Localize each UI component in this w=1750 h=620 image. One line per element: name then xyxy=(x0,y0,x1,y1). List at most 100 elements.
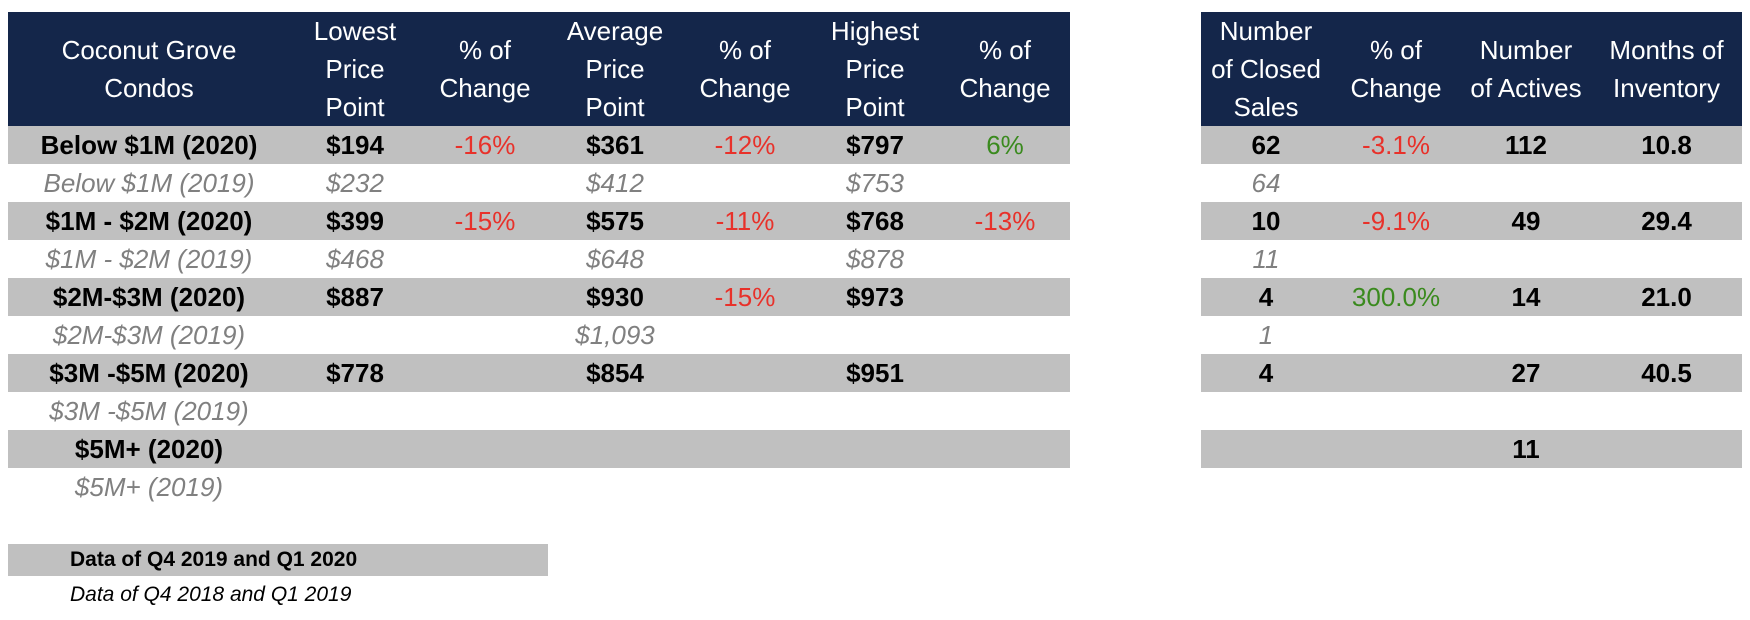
table-cell xyxy=(420,164,550,202)
table-cell: 21.0 xyxy=(1641,281,1692,312)
table-row: $2M-$3M (2020) $887 $930 -15% $973 xyxy=(8,278,1070,316)
table-cell: -13% xyxy=(974,205,1036,236)
table-cell xyxy=(940,278,1070,316)
table-cell: 11 xyxy=(1252,243,1280,274)
sales-table: Number of Closed Sales % of Change Numbe… xyxy=(1201,12,1742,468)
table-cell xyxy=(810,316,940,354)
table-row: Below $1M (2019) $232 $412 $753 xyxy=(8,164,1070,202)
table-row: 4 27 40.5 xyxy=(1201,354,1742,392)
table-cell xyxy=(940,316,1070,354)
price-table: Coconut Grove Condos Lowest Price Point … xyxy=(8,12,1070,506)
table-cell: -15% xyxy=(454,205,516,236)
table-cell: $753 xyxy=(846,167,904,198)
legend: Data of Q4 2019 and Q1 2020 Data of Q4 2… xyxy=(8,544,548,614)
legend-current-period: Data of Q4 2019 and Q1 2020 xyxy=(8,544,548,576)
table-cell xyxy=(810,392,940,430)
table-cell xyxy=(1591,316,1742,354)
table-row: 11 xyxy=(1201,240,1742,278)
table-cell: $399 xyxy=(326,205,384,236)
table-cell: $1,093 xyxy=(575,319,655,350)
table-cell xyxy=(680,240,810,278)
table-cell: $194 xyxy=(326,129,384,160)
table-row: 4 300.0% 14 21.0 xyxy=(1201,278,1742,316)
table-cell xyxy=(680,316,810,354)
table-cell: $1M - $2M (2019) xyxy=(45,243,253,274)
table-cell: $2M-$3M (2020) xyxy=(52,281,246,312)
table-cell: $930 xyxy=(586,281,644,312)
header-months-inventory: Months of Inventory xyxy=(1609,35,1724,103)
table-cell xyxy=(680,164,810,202)
header-closed-sales: Number of Closed Sales xyxy=(1211,16,1321,122)
table-cell xyxy=(810,468,940,506)
table-row: $3M -$5M (2020) $778 $854 $951 xyxy=(8,354,1070,392)
table-cell: 11 xyxy=(1512,433,1540,464)
table-cell: 112 xyxy=(1505,129,1547,160)
sales-table-header: Number of Closed Sales % of Change Numbe… xyxy=(1201,12,1742,126)
header-actives: Number of Actives xyxy=(1470,35,1582,103)
table-cell: 29.4 xyxy=(1641,205,1692,236)
table-row: $2M-$3M (2019) $1,093 xyxy=(8,316,1070,354)
table-row: 11 xyxy=(1201,430,1742,468)
price-table-body: Below $1M (2020) $194 -16% $361 -12% $797 6% Be… xyxy=(8,126,1070,506)
table-cell xyxy=(420,392,550,430)
table-cell: 40.5 xyxy=(1641,357,1692,388)
table-cell xyxy=(1331,392,1461,430)
table-cell xyxy=(940,392,1070,430)
price-table-header: Coconut Grove Condos Lowest Price Point … xyxy=(8,12,1070,126)
table-cell: 27 xyxy=(1511,357,1541,388)
table-cell xyxy=(1331,430,1461,468)
table-cell: -11% xyxy=(715,205,775,236)
table-cell xyxy=(420,354,550,392)
table-row: 10 -9.1% 49 29.4 xyxy=(1201,202,1742,240)
table-row: Below $1M (2020) $194 -16% $361 -12% $797 6% xyxy=(8,126,1070,164)
table-cell: $768 xyxy=(846,205,904,236)
header-highest-change: % of Change xyxy=(959,35,1051,103)
table-row: 64 xyxy=(1201,164,1742,202)
table-cell xyxy=(550,392,680,430)
table-cell: $778 xyxy=(326,357,384,388)
table-cell xyxy=(1591,430,1742,468)
table-cell: 6% xyxy=(986,129,1024,160)
table-row: 1 xyxy=(1201,316,1742,354)
header-lowest-change: % of Change xyxy=(439,35,531,103)
table-cell xyxy=(1201,392,1331,430)
table-cell: $951 xyxy=(846,357,904,388)
table-cell: $878 xyxy=(846,243,904,274)
table-cell: 62 xyxy=(1251,129,1281,160)
table-cell: 14 xyxy=(1511,281,1541,312)
table-cell: $973 xyxy=(846,281,904,312)
table-cell xyxy=(290,392,420,430)
table-cell xyxy=(940,468,1070,506)
table-cell xyxy=(420,468,550,506)
table-row: 62 -3.1% 112 10.8 xyxy=(1201,126,1742,164)
header-average-change: % of Change xyxy=(699,35,791,103)
table-cell xyxy=(290,468,420,506)
table-cell xyxy=(420,240,550,278)
table-cell: $468 xyxy=(326,243,384,274)
table-cell: 4 xyxy=(1258,281,1274,312)
sales-table-body: 62 -3.1% 112 10.8 64 10 -9.1% 49 29.4 11 4 300.0% 14… xyxy=(1201,126,1742,468)
table-cell xyxy=(1461,240,1591,278)
table-cell: $575 xyxy=(586,205,644,236)
table-cell: 10 xyxy=(1251,205,1281,236)
table-cell: $3M -$5M (2020) xyxy=(49,357,249,388)
table-cell: $854 xyxy=(586,357,644,388)
table-row: $5M+ (2020) xyxy=(8,430,1070,468)
table-cell: $1M - $2M (2020) xyxy=(45,205,253,236)
table-cell: Below $1M (2020) xyxy=(40,129,258,160)
table-cell: 49 xyxy=(1511,205,1541,236)
table-cell: -3.1% xyxy=(1362,129,1430,160)
header-sales-change: % of Change xyxy=(1350,35,1442,103)
table-cell xyxy=(420,278,550,316)
table-cell xyxy=(290,430,420,468)
table-cell xyxy=(1201,430,1331,468)
header-average-price: Average Price Point xyxy=(566,16,664,122)
table-cell xyxy=(290,316,420,354)
table-cell: $361 xyxy=(586,129,644,160)
table-cell xyxy=(1461,316,1591,354)
table-cell xyxy=(680,392,810,430)
table-row: $5M+ (2019) xyxy=(8,468,1070,506)
table-cell xyxy=(680,468,810,506)
table-cell xyxy=(1461,164,1591,202)
table-row: $1M - $2M (2019) $468 $648 $878 xyxy=(8,240,1070,278)
